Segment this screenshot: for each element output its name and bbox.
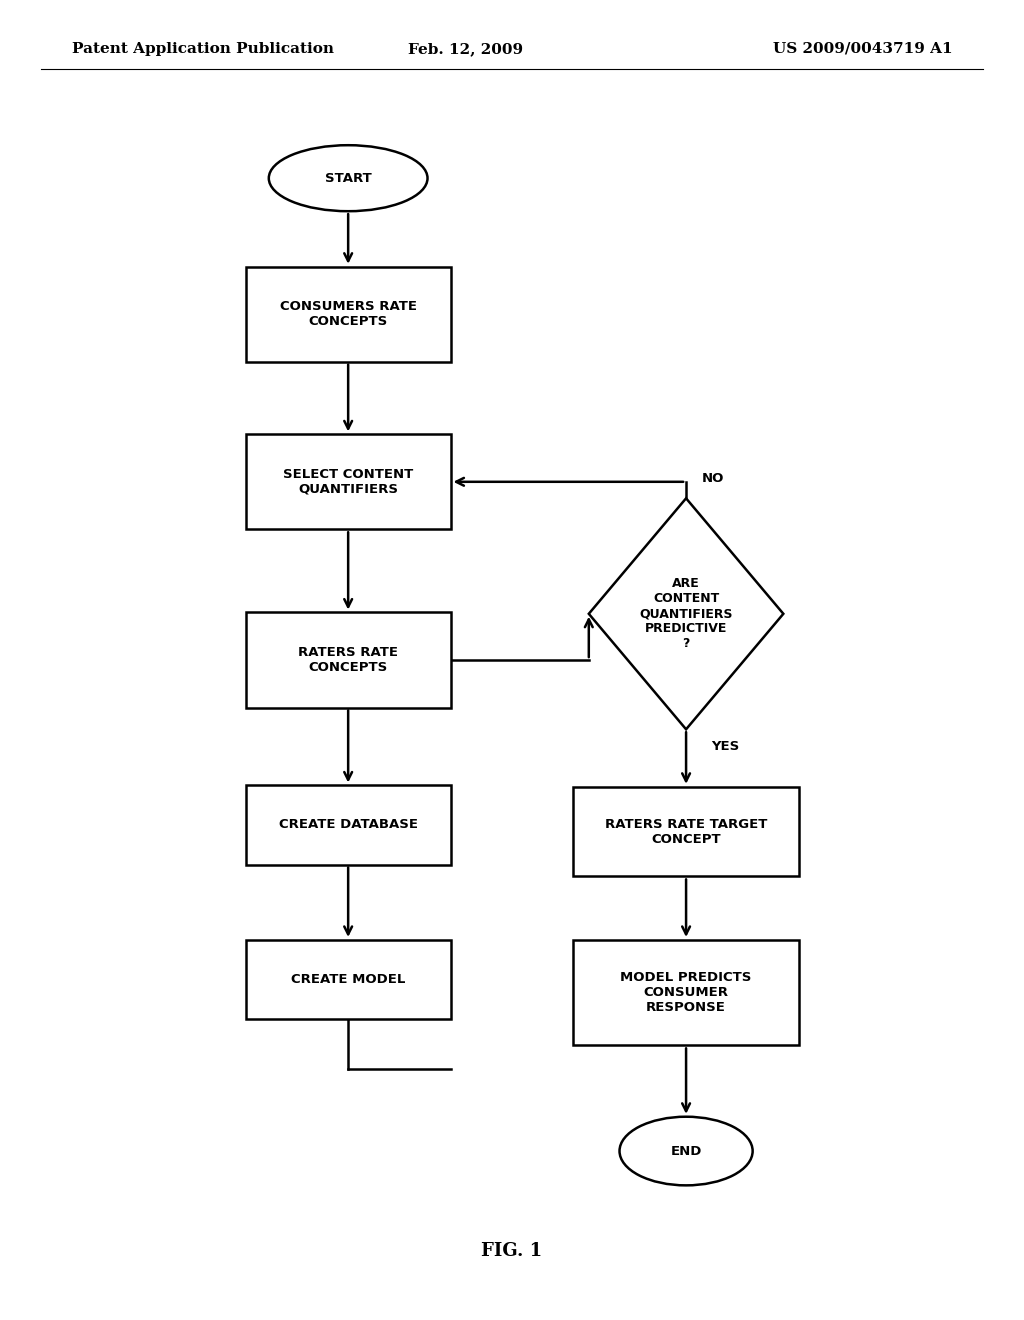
Ellipse shape	[268, 145, 428, 211]
Text: START: START	[325, 172, 372, 185]
Text: FIG. 1: FIG. 1	[481, 1242, 543, 1261]
Text: ARE
CONTENT
QUANTIFIERS
PREDICTIVE
?: ARE CONTENT QUANTIFIERS PREDICTIVE ?	[639, 577, 733, 651]
Text: CREATE MODEL: CREATE MODEL	[291, 973, 406, 986]
Text: SELECT CONTENT
QUANTIFIERS: SELECT CONTENT QUANTIFIERS	[283, 467, 414, 496]
FancyBboxPatch shape	[573, 940, 799, 1045]
Text: Feb. 12, 2009: Feb. 12, 2009	[409, 42, 523, 55]
Polygon shape	[589, 498, 783, 729]
FancyBboxPatch shape	[573, 787, 799, 876]
FancyBboxPatch shape	[246, 940, 451, 1019]
Text: CONSUMERS RATE
CONCEPTS: CONSUMERS RATE CONCEPTS	[280, 300, 417, 329]
Text: Patent Application Publication: Patent Application Publication	[72, 42, 334, 55]
Text: RATERS RATE
CONCEPTS: RATERS RATE CONCEPTS	[298, 645, 398, 675]
FancyBboxPatch shape	[246, 267, 451, 362]
Ellipse shape	[620, 1117, 753, 1185]
Text: CREATE DATABASE: CREATE DATABASE	[279, 818, 418, 832]
Text: MODEL PREDICTS
CONSUMER
RESPONSE: MODEL PREDICTS CONSUMER RESPONSE	[621, 972, 752, 1014]
FancyBboxPatch shape	[246, 785, 451, 865]
FancyBboxPatch shape	[246, 434, 451, 529]
Text: NO: NO	[701, 473, 724, 484]
Text: YES: YES	[712, 739, 740, 752]
Text: US 2009/0043719 A1: US 2009/0043719 A1	[773, 42, 952, 55]
Text: RATERS RATE TARGET
CONCEPT: RATERS RATE TARGET CONCEPT	[605, 817, 767, 846]
FancyBboxPatch shape	[246, 612, 451, 708]
Text: END: END	[671, 1144, 701, 1158]
